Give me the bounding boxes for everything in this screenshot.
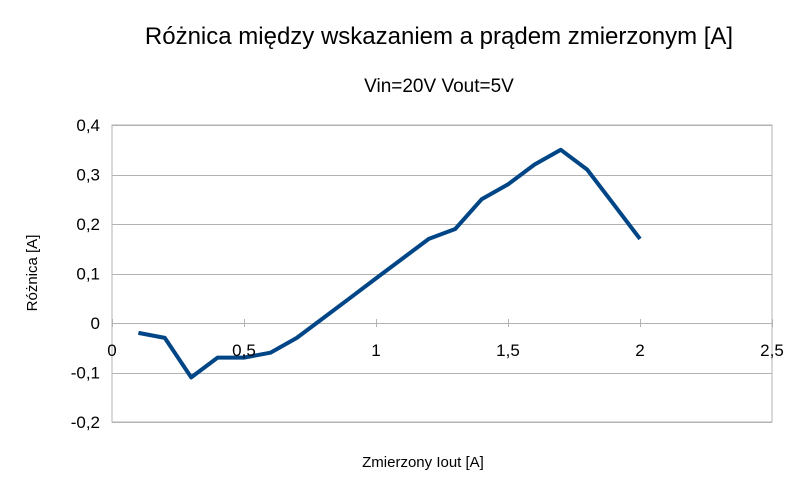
y-tick-label-4: 0: [91, 314, 100, 333]
data-point-0-10: [400, 257, 404, 261]
plot-area-frame: [111, 124, 773, 423]
y-tick-label-0: 0,4: [76, 116, 100, 135]
data-point-0-0: [136, 331, 140, 335]
series-layer: [136, 147, 642, 380]
data-point-0-1: [163, 336, 167, 340]
x-tick-label-5: 2,5: [760, 341, 784, 360]
data-point-0-11: [427, 237, 431, 241]
data-point-0-14: [506, 182, 510, 186]
x-tick-label-3: 1,5: [496, 341, 520, 360]
x-tick-label-1: 0,5: [232, 341, 256, 360]
data-point-0-7: [321, 316, 325, 320]
chart-subtitle: Vin=20V Vout=5V: [364, 76, 514, 97]
data-point-0-2: [189, 375, 193, 379]
data-point-0-3: [216, 356, 220, 360]
y-tick-label-5: -0,1: [71, 364, 100, 383]
data-point-0-12: [453, 227, 457, 231]
data-point-0-15: [532, 163, 536, 167]
data-point-0-6: [295, 336, 299, 340]
data-point-0-5: [268, 351, 272, 355]
x-tick-label-4: 2: [635, 341, 644, 360]
data-point-0-9: [374, 276, 378, 280]
y-axis-title: Różnica [A]: [24, 235, 41, 312]
y-tick-label-6: -0,2: [71, 413, 100, 432]
data-point-0-19: [638, 237, 642, 241]
chart-title: Różnica między wskazaniem a prądem zmier…: [145, 23, 733, 50]
x-axis-title: Zmierzony Iout [A]: [362, 454, 484, 471]
y-axis-tick-labels: 0,4 0,3 0,2 0,1 0 -0,1 -0,2: [71, 116, 100, 432]
series-line-0: [138, 147, 642, 380]
x-tick-label-2: 1: [371, 341, 380, 360]
x-tick-label-0: 0: [107, 341, 116, 360]
data-point-0-13: [480, 197, 484, 201]
y-tick-label-2: 0,2: [76, 215, 100, 234]
data-point-0-16: [559, 148, 563, 152]
data-point-0-8: [348, 296, 352, 300]
data-point-0-18: [612, 202, 616, 206]
y-tick-label-1: 0,3: [76, 166, 100, 185]
y-tick-label-3: 0,1: [76, 265, 100, 284]
x-axis-tick-labels: 0 0,5 1 1,5 2 2,5: [107, 341, 784, 360]
data-point-0-17: [585, 168, 589, 172]
